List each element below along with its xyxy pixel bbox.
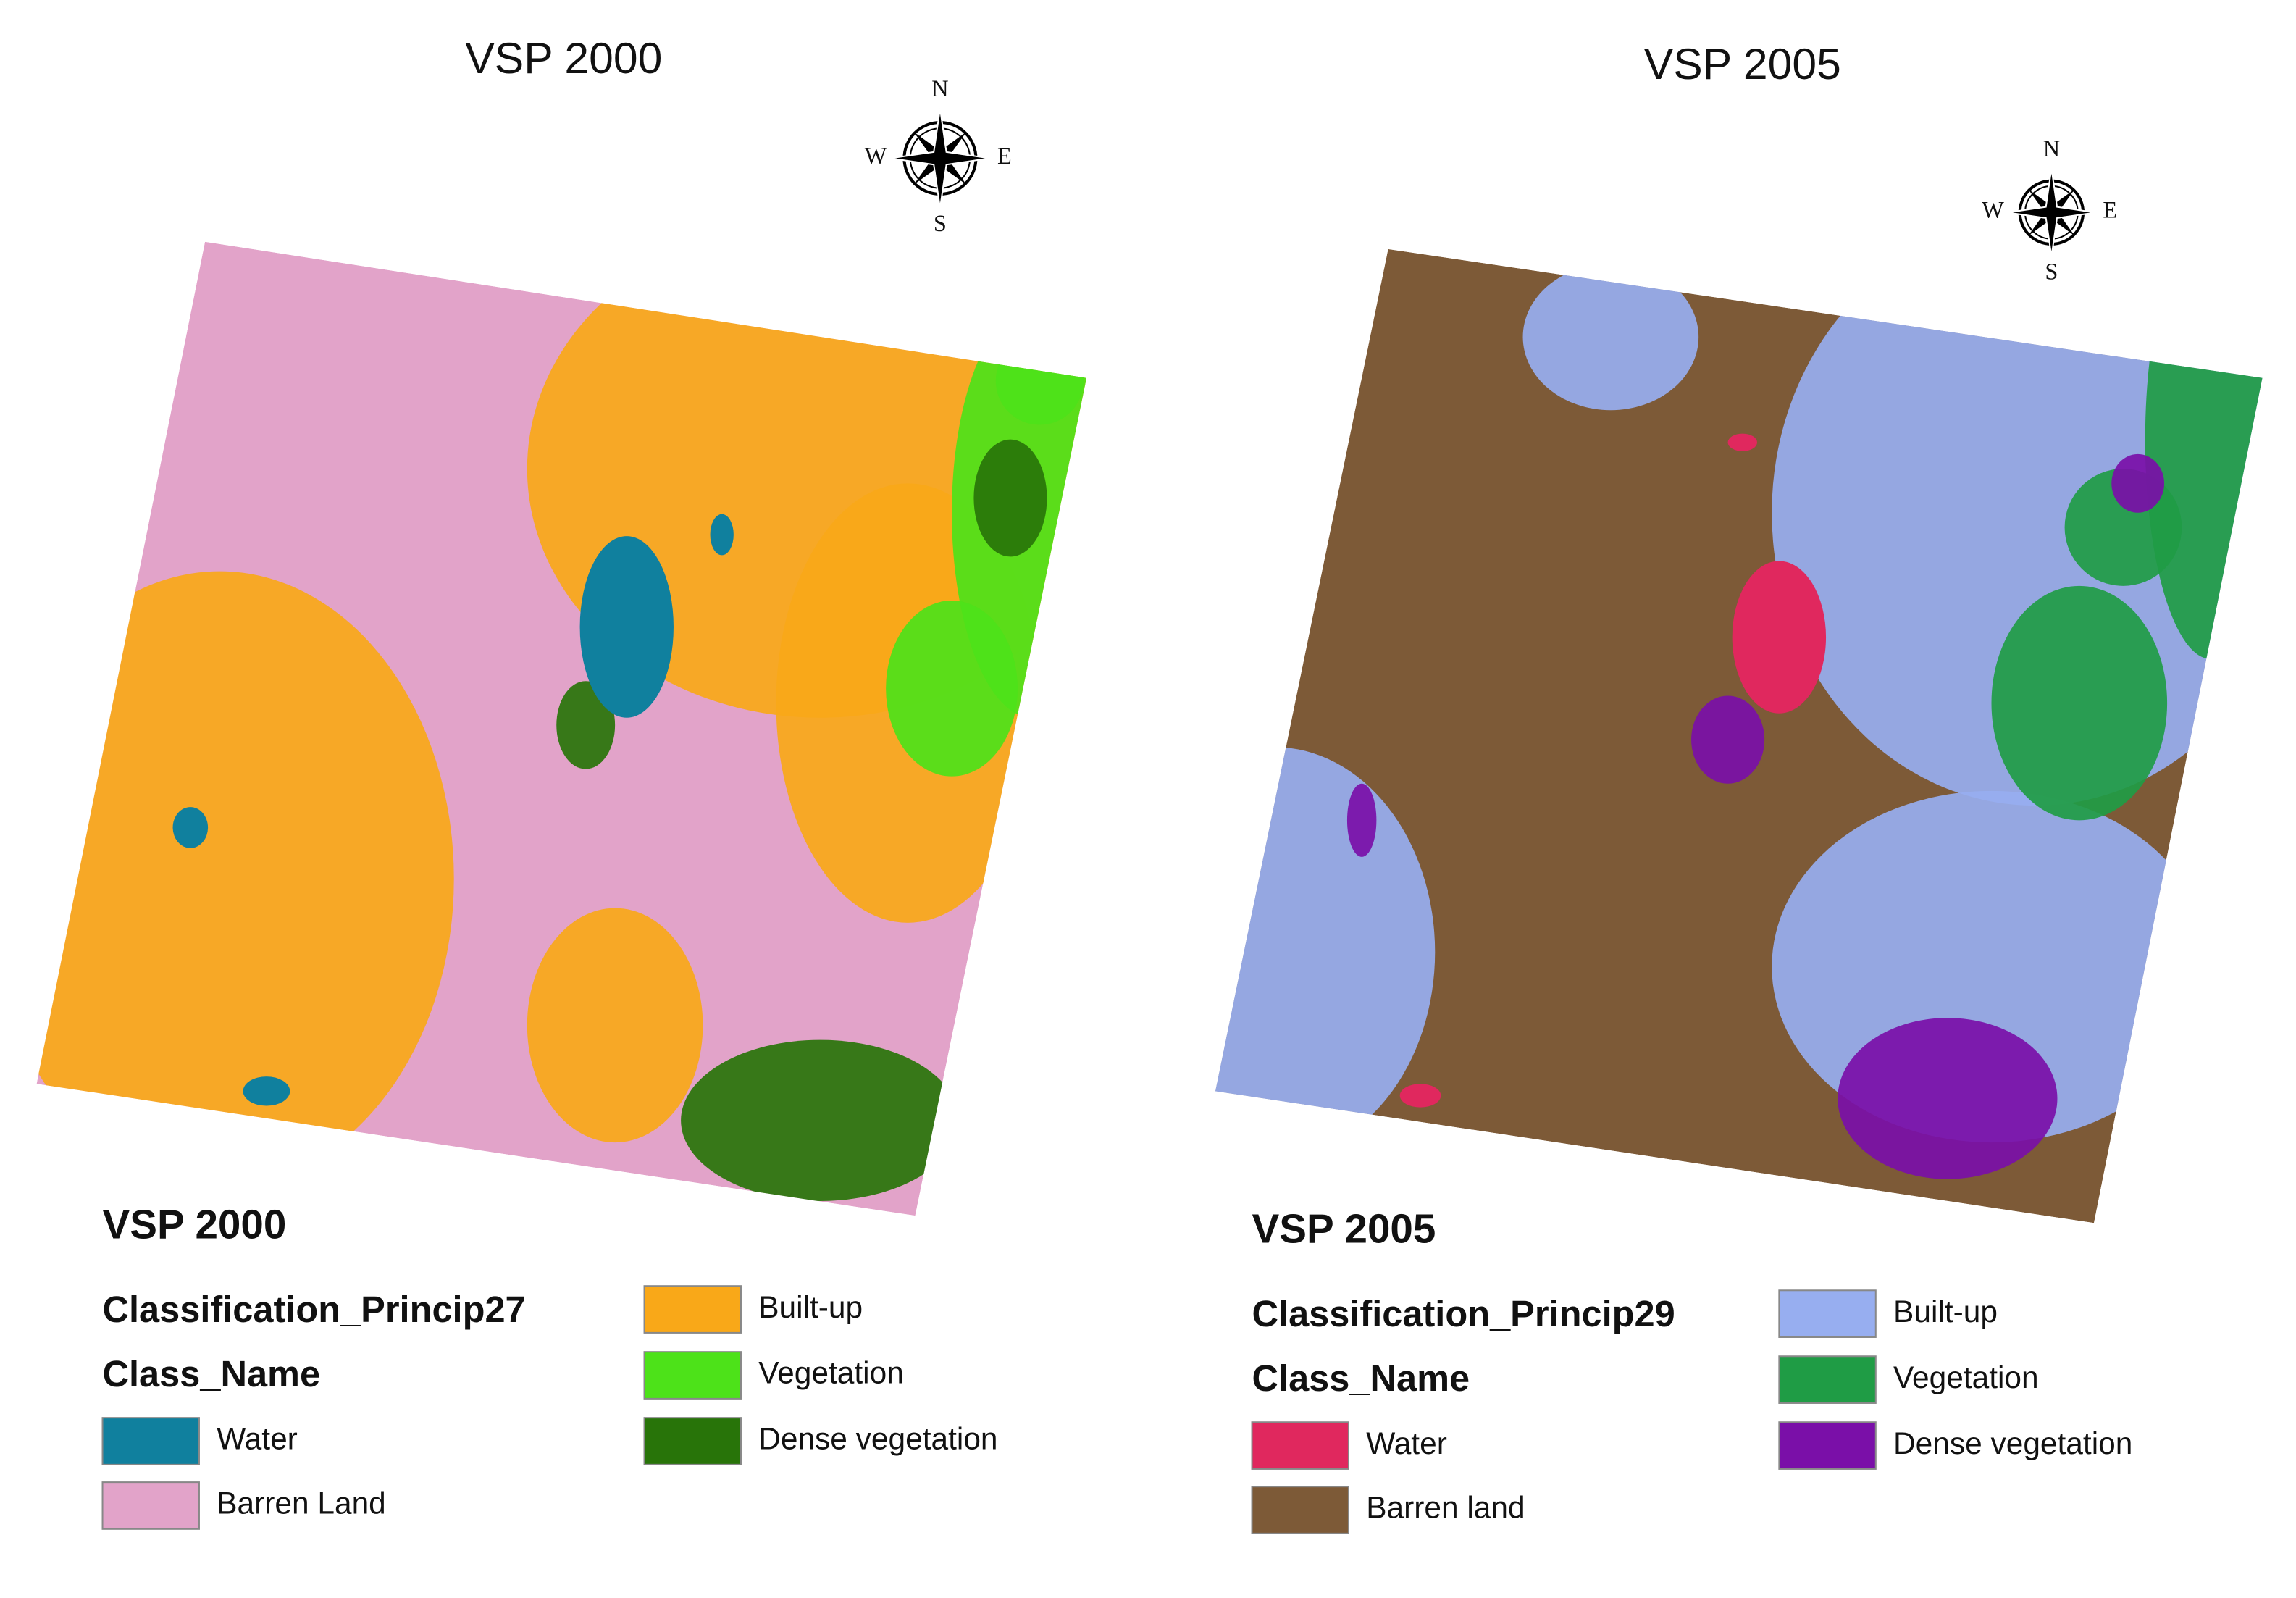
legend-title: VSP 2005 bbox=[1252, 1205, 1436, 1251]
compass-w: W bbox=[1982, 197, 2004, 223]
class-region bbox=[2111, 453, 2165, 513]
class-region bbox=[886, 601, 1018, 777]
classified-map bbox=[1215, 248, 2263, 1223]
legend-label: Built-up bbox=[758, 1290, 863, 1324]
legend-swatch bbox=[643, 1417, 742, 1465]
legend-title: VSP 2000 bbox=[103, 1201, 287, 1247]
map-title: VSP 2005 bbox=[1644, 39, 1841, 88]
legend-swatch bbox=[101, 1417, 200, 1465]
legend-field: Class_Name bbox=[103, 1353, 321, 1394]
legend-swatch bbox=[1251, 1421, 1349, 1470]
class-region bbox=[579, 536, 674, 718]
legend-layer: Classification_Princip27 bbox=[103, 1289, 526, 1330]
legend-swatch bbox=[1778, 1355, 1877, 1404]
legend-label: Dense vegetation bbox=[1893, 1426, 2132, 1460]
compass-s: S bbox=[934, 210, 947, 236]
legend-field: Class_Name bbox=[1252, 1358, 1470, 1399]
legend-swatch bbox=[1778, 1289, 1877, 1338]
class-region bbox=[2145, 248, 2263, 659]
compass-s: S bbox=[2045, 259, 2058, 285]
compass-rose: N S E W bbox=[1982, 135, 2117, 285]
class-region bbox=[1838, 1018, 2058, 1179]
class-region bbox=[172, 807, 209, 848]
class-region bbox=[973, 439, 1047, 557]
class-region bbox=[556, 681, 616, 769]
classified-map bbox=[36, 241, 1087, 1216]
class-region bbox=[995, 337, 1084, 425]
legend-swatch bbox=[101, 1481, 200, 1530]
legend-swatch bbox=[643, 1351, 742, 1400]
class-region bbox=[1215, 747, 1436, 1158]
compass-star bbox=[890, 108, 990, 209]
legend-label: Water bbox=[1366, 1426, 1447, 1460]
class-region bbox=[1522, 264, 1699, 411]
compass-w: W bbox=[865, 143, 887, 169]
class-region bbox=[1346, 783, 1377, 857]
class-region bbox=[1691, 695, 1765, 784]
class-region bbox=[710, 514, 734, 556]
compass-n: N bbox=[931, 75, 948, 101]
compass-e: E bbox=[2103, 197, 2117, 223]
legend-label: Barren Land bbox=[217, 1486, 386, 1520]
legend-swatch bbox=[1251, 1486, 1349, 1534]
class-region bbox=[527, 908, 703, 1143]
compass-star bbox=[2007, 168, 2096, 257]
legend-swatch bbox=[643, 1285, 742, 1334]
class-region bbox=[1399, 1084, 1441, 1108]
class-region bbox=[681, 1039, 960, 1201]
compass-n: N bbox=[2043, 135, 2060, 162]
class-region bbox=[243, 1076, 290, 1106]
class-region bbox=[1991, 585, 2168, 821]
class-region bbox=[36, 571, 454, 1187]
class-region bbox=[1732, 561, 1827, 714]
legend-label: Vegetation bbox=[1893, 1360, 2039, 1394]
compass-rose: N S E W bbox=[865, 75, 1012, 236]
legend-label: Vegetation bbox=[758, 1356, 904, 1390]
legend-label: Water bbox=[217, 1422, 298, 1456]
legend-swatch bbox=[1778, 1421, 1877, 1470]
legend-label: Dense vegetation bbox=[758, 1422, 997, 1456]
class-region bbox=[1727, 433, 1758, 451]
map-title: VSP 2000 bbox=[465, 33, 662, 83]
legend-label: Built-up bbox=[1893, 1294, 1998, 1329]
compass-e: E bbox=[997, 143, 1012, 169]
legend-label: Barren land bbox=[1366, 1491, 1525, 1525]
legend-layer: Classification_Princip29 bbox=[1252, 1293, 1675, 1334]
